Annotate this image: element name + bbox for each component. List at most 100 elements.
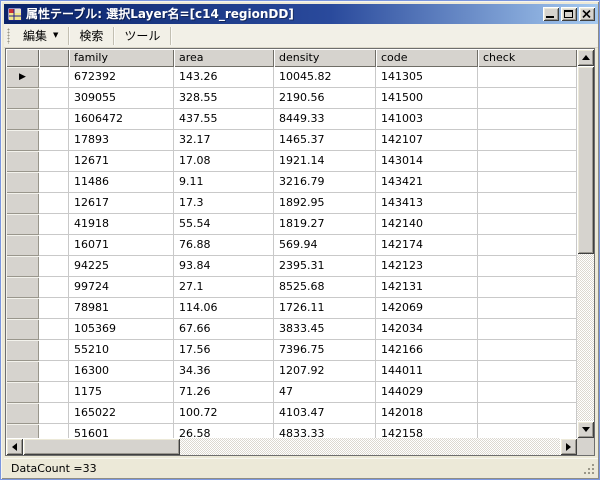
- row-selector[interactable]: [6, 424, 39, 438]
- cell-code[interactable]: 143421: [376, 172, 478, 193]
- cell-family[interactable]: 94225: [69, 256, 174, 277]
- cell-code[interactable]: 144029: [376, 382, 478, 403]
- row-selector[interactable]: [6, 319, 39, 340]
- cell-density[interactable]: 1892.95: [274, 193, 376, 214]
- cell-family[interactable]: 99724: [69, 277, 174, 298]
- cell-blank[interactable]: [39, 424, 69, 438]
- cell-code[interactable]: 142158: [376, 424, 478, 438]
- cell-area[interactable]: 71.26: [174, 382, 274, 403]
- cell-code[interactable]: 142166: [376, 340, 478, 361]
- row-selector[interactable]: [6, 277, 39, 298]
- titlebar[interactable]: 属性テーブル: 選択Layer名=[c14_regionDD]: [4, 4, 598, 24]
- cell-check[interactable]: [478, 67, 577, 88]
- cell-area[interactable]: 32.17: [174, 130, 274, 151]
- cell-code[interactable]: 142018: [376, 403, 478, 424]
- cell-area[interactable]: 76.88: [174, 235, 274, 256]
- cell-density[interactable]: 8449.33: [274, 109, 376, 130]
- column-header-area[interactable]: area: [174, 49, 274, 67]
- row-selector[interactable]: [6, 214, 39, 235]
- cell-area[interactable]: 437.55: [174, 109, 274, 130]
- cell-density[interactable]: 1921.14: [274, 151, 376, 172]
- cell-family[interactable]: 17893: [69, 130, 174, 151]
- cell-blank[interactable]: [39, 382, 69, 403]
- cell-area[interactable]: 17.3: [174, 193, 274, 214]
- cell-family[interactable]: 165022: [69, 403, 174, 424]
- cell-check[interactable]: [478, 130, 577, 151]
- cell-family[interactable]: 41918: [69, 214, 174, 235]
- column-header-family[interactable]: family: [69, 49, 174, 67]
- cell-code[interactable]: 142107: [376, 130, 478, 151]
- vertical-scrollbar-thumb[interactable]: [577, 66, 594, 254]
- cell-code[interactable]: 143014: [376, 151, 478, 172]
- cell-code[interactable]: 142123: [376, 256, 478, 277]
- row-selector[interactable]: [6, 109, 39, 130]
- cell-density[interactable]: 1207.92: [274, 361, 376, 382]
- cell-code[interactable]: 143413: [376, 193, 478, 214]
- cell-area[interactable]: 67.66: [174, 319, 274, 340]
- toolbar-grip-icon[interactable]: [7, 27, 10, 44]
- horizontal-scrollbar-thumb[interactable]: [23, 438, 180, 455]
- cell-density[interactable]: 1726.11: [274, 298, 376, 319]
- cell-check[interactable]: [478, 277, 577, 298]
- cell-area[interactable]: 27.1: [174, 277, 274, 298]
- cell-blank[interactable]: [39, 172, 69, 193]
- cell-density[interactable]: 1465.37: [274, 130, 376, 151]
- cell-check[interactable]: [478, 214, 577, 235]
- row-selector[interactable]: [6, 193, 39, 214]
- cell-density[interactable]: 7396.75: [274, 340, 376, 361]
- close-button[interactable]: [579, 7, 595, 21]
- minimize-button[interactable]: [543, 7, 559, 21]
- cell-area[interactable]: 9.11: [174, 172, 274, 193]
- cell-code[interactable]: 142174: [376, 235, 478, 256]
- cell-density[interactable]: 4103.47: [274, 403, 376, 424]
- column-header-rowheader[interactable]: [6, 49, 39, 67]
- cell-check[interactable]: [478, 172, 577, 193]
- cell-check[interactable]: [478, 151, 577, 172]
- cell-blank[interactable]: [39, 298, 69, 319]
- row-selector[interactable]: [6, 151, 39, 172]
- cell-code[interactable]: 142069: [376, 298, 478, 319]
- cell-blank[interactable]: [39, 88, 69, 109]
- resize-grip[interactable]: [582, 462, 595, 475]
- cell-family[interactable]: 12617: [69, 193, 174, 214]
- cell-density[interactable]: 569.94: [274, 235, 376, 256]
- cell-check[interactable]: [478, 109, 577, 130]
- cell-code[interactable]: 141500: [376, 88, 478, 109]
- scroll-down-button[interactable]: [577, 421, 594, 438]
- cell-family[interactable]: 672392: [69, 67, 174, 88]
- cell-check[interactable]: [478, 403, 577, 424]
- cell-density[interactable]: 47: [274, 382, 376, 403]
- cell-family[interactable]: 309055: [69, 88, 174, 109]
- cell-code[interactable]: 141003: [376, 109, 478, 130]
- column-header-check[interactable]: check: [478, 49, 577, 67]
- menu-item-1[interactable]: 検索: [70, 24, 112, 47]
- cell-blank[interactable]: [39, 340, 69, 361]
- row-selector[interactable]: ▶: [6, 67, 39, 88]
- row-selector[interactable]: [6, 340, 39, 361]
- cell-family[interactable]: 1175: [69, 382, 174, 403]
- cell-blank[interactable]: [39, 361, 69, 382]
- cell-area[interactable]: 114.06: [174, 298, 274, 319]
- cell-code[interactable]: 141305: [376, 67, 478, 88]
- cell-family[interactable]: 11486: [69, 172, 174, 193]
- column-header-blank[interactable]: [39, 49, 69, 67]
- cell-density[interactable]: 3833.45: [274, 319, 376, 340]
- cell-area[interactable]: 34.36: [174, 361, 274, 382]
- row-selector[interactable]: [6, 361, 39, 382]
- cell-check[interactable]: [478, 256, 577, 277]
- cell-density[interactable]: 2190.56: [274, 88, 376, 109]
- menu-item-0[interactable]: 編集 ▼: [14, 24, 67, 47]
- cell-check[interactable]: [478, 424, 577, 438]
- cell-family[interactable]: 51601: [69, 424, 174, 438]
- column-header-density[interactable]: density: [274, 49, 376, 67]
- cell-family[interactable]: 78981: [69, 298, 174, 319]
- vertical-scrollbar[interactable]: [577, 49, 594, 438]
- cell-blank[interactable]: [39, 109, 69, 130]
- cell-blank[interactable]: [39, 193, 69, 214]
- cell-family[interactable]: 1606472: [69, 109, 174, 130]
- cell-code[interactable]: 144011: [376, 361, 478, 382]
- row-selector[interactable]: [6, 130, 39, 151]
- cell-blank[interactable]: [39, 277, 69, 298]
- cell-density[interactable]: 4833.33: [274, 424, 376, 438]
- row-selector[interactable]: [6, 298, 39, 319]
